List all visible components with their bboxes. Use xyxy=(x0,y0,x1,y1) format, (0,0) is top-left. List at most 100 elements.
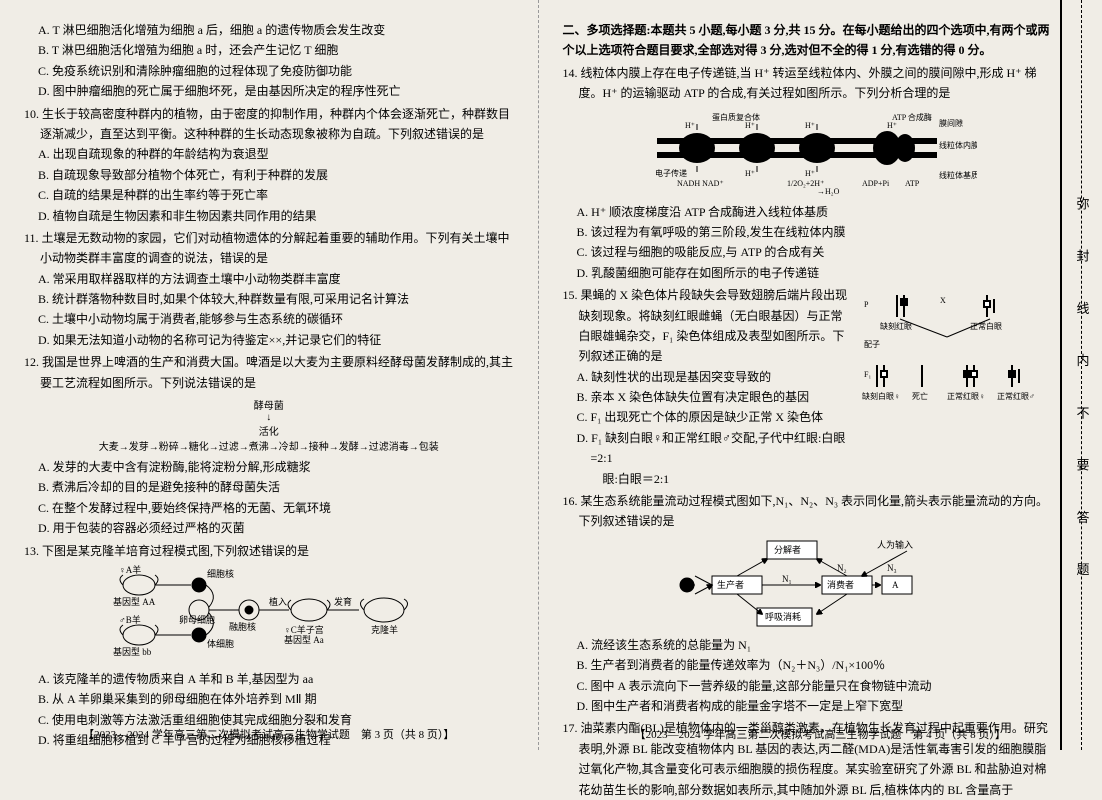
q13-diagram: ♀A羊 基因型 AA ♂B羊 基因型 bb 细胞核 卵母细胞 体细胞 融胞核 植… xyxy=(24,565,514,665)
q14-opt-b: B. 该过程为有氧呼吸的第三阶段,发生在线粒体内膜 xyxy=(563,222,1053,242)
q10-opt-d: D. 植物自疏是生物因素和非生物因素共同作用的结果 xyxy=(24,206,514,226)
q9-opt-d: D. 图中肿瘤细胞的死亡属于细胞坏死，是由基因所决定的程序性死亡 xyxy=(24,81,514,101)
svg-text:N₂: N₂ xyxy=(837,563,847,573)
svg-text:消费者: 消费者 xyxy=(827,579,854,590)
q15-opt-a: A. 缺刻性状的出现是基因突变导致的 xyxy=(563,367,855,387)
svg-text:缺刻白眼♀: 缺刻白眼♀ xyxy=(862,391,900,401)
q14-opt-c: C. 该过程与细胞的吸能反应,与 ATP 的合成有关 xyxy=(563,242,1053,262)
svg-text:H⁺: H⁺ xyxy=(745,169,755,178)
svg-text:P: P xyxy=(864,300,869,309)
svg-text:缺刻红眼: 缺刻红眼 xyxy=(880,321,912,331)
svg-text:生产者: 生产者 xyxy=(717,579,744,590)
q11-opt-b: B. 统计群落物种数目时,如果个体较大,种群数量有限,可采用记名计算法 xyxy=(24,289,514,309)
svg-text:NADH NAD⁺: NADH NAD⁺ xyxy=(677,179,724,188)
section-2-header: 二、多项选择题:本题共 5 小题,每小题 3 分,共 15 分。在每小题给出的四… xyxy=(563,20,1053,61)
q9-opt-b: B. T 淋巴细胞活化增殖为细胞 a 时，还会产生记忆 T 细胞 xyxy=(24,40,514,60)
q12-flow: 酵母菌 ↓ 活化 大麦→发芽→粉碎→糖化→过滤→煮沸→冷却→接种→发酵→过滤消毒… xyxy=(24,397,514,453)
flow-main: 大麦→发芽→粉碎→糖化→过滤→煮沸→冷却→接种→发酵→过滤消毒→包装 xyxy=(24,438,514,453)
svg-text:克隆羊: 克隆羊 xyxy=(371,624,398,635)
q13-opt-a: A. 该克隆羊的遗传物质来自 A 羊和 B 羊,基因型为 aa xyxy=(24,669,514,689)
flow-arrow: ↓ xyxy=(24,412,514,423)
svg-text:正常白眼: 正常白眼 xyxy=(970,321,1002,331)
svg-text:ADP+Pi: ADP+Pi xyxy=(862,179,890,188)
left-page: A. T 淋巴细胞活化增殖为细胞 a 后，细胞 a 的遗传物质会发生改变 B. … xyxy=(0,0,539,750)
q12-opt-a: A. 发芽的大麦中含有淀粉酶,能将淀粉分解,形成糖浆 xyxy=(24,457,514,477)
right-page: 二、多项选择题:本题共 5 小题,每小题 3 分,共 15 分。在每小题给出的四… xyxy=(539,0,1102,750)
svg-text:基因型 Aa: 基因型 Aa xyxy=(284,634,324,645)
svg-text:细胞核: 细胞核 xyxy=(207,568,234,579)
svg-text:→H₂O: →H₂O xyxy=(817,187,840,196)
q13-stem: 13. 下图是某克隆羊培育过程模式图,下列叙述错误的是 xyxy=(24,541,514,561)
q11-opt-c: C. 土壤中小动物均属于消费者,能够参与生态系统的碳循环 xyxy=(24,309,514,329)
q12-stem: 12. 我国是世界上啤酒的生产和消费大国。啤酒是以大麦为主要原料经酵母菌发酵制成… xyxy=(24,352,514,393)
q15-opt-c: C. F₁ 出现死亡个体的原因是缺少正常 X 染色体 xyxy=(563,407,855,427)
svg-text:H⁺: H⁺ xyxy=(745,121,755,130)
svg-text:♂B羊: ♂B羊 xyxy=(119,614,141,625)
seal-line-text: 弥 封 线 内 不 要 答 题 xyxy=(1060,0,1102,750)
svg-text:分解者: 分解者 xyxy=(774,544,801,555)
svg-text:X: X xyxy=(940,296,946,305)
svg-text:人为输入: 人为输入 xyxy=(877,539,913,550)
svg-text:植入: 植入 xyxy=(269,596,287,607)
svg-text:呼吸消耗: 呼吸消耗 xyxy=(765,611,801,622)
svg-text:正常红眼♀: 正常红眼♀ xyxy=(947,391,985,401)
svg-text:ATP 合成酶: ATP 合成酶 xyxy=(892,112,932,122)
q16-opt-a: A. 流经该生态系统的总能量为 N₁ xyxy=(563,635,1053,655)
svg-text:死亡: 死亡 xyxy=(912,391,928,401)
svg-text:F₁: F₁ xyxy=(864,370,871,379)
q15-opt-b: B. 亲本 X 染色体缺失位置有决定眼色的基因 xyxy=(563,387,855,407)
q14-diagram: 蛋白质复合体 H⁺H⁺H⁺H⁺ 电子传递 NADH NAD⁺ H⁺H⁺ 1/2O… xyxy=(563,108,1053,198)
svg-text:H⁺: H⁺ xyxy=(805,121,815,130)
q10-opt-c: C. 自疏的结果是种群的出生率约等于死亡率 xyxy=(24,185,514,205)
q11-stem: 11. 土壤是无数动物的家园，它们对动植物遗体的分解起着重要的辅助作用。下列有关… xyxy=(24,228,514,269)
q14-stem: 14. 线粒体内膜上存在电子传递链,当 H⁺ 转运至线粒体内、外膜之间的膜间隙中… xyxy=(563,63,1053,104)
svg-text:卵母细胞: 卵母细胞 xyxy=(179,614,215,625)
svg-text:配子: 配子 xyxy=(864,340,880,349)
flow-label: 活化 xyxy=(24,423,514,438)
q16-opt-b: B. 生产者到消费者的能量传递效率为（N₂＋N₃）/N₁×100％ xyxy=(563,655,1053,675)
q12-opt-c: C. 在整个发酵过程中,要始终保持严格的无菌、无氧环境 xyxy=(24,498,514,518)
svg-text:融胞核: 融胞核 xyxy=(229,621,256,632)
svg-text:A: A xyxy=(892,580,899,590)
svg-text:电子传递: 电子传递 xyxy=(655,168,687,178)
q11-opt-a: A. 常采用取样器取样的方法调查土壤中小动物类群丰富度 xyxy=(24,269,514,289)
q14-opt-a: A. H⁺ 顺浓度梯度沿 ATP 合成酶进入线粒体基质 xyxy=(563,202,1053,222)
q16-diagram: 分解者 人为输入 生产者 消费者 呼吸消耗 A N₁ N₂ N₃ xyxy=(563,536,1053,631)
q15-opt-d: D. F₁ 缺刻白眼♀和正常红眼♂交配,子代中红眼:白眼=2:1 xyxy=(563,428,855,469)
right-footer: 【2023—2024 学年高三第二次模拟考试高三生物学试题 第 4 页（共 8 … xyxy=(539,726,1102,742)
q16-opt-d: D. 图中生产者和消费者构成的能量金字塔不一定是上窄下宽型 xyxy=(563,696,1053,716)
flow-label: 酵母菌 xyxy=(24,397,514,412)
svg-text:体细胞: 体细胞 xyxy=(207,638,234,649)
q9-opt-c: C. 免疫系统识别和清除肿瘤细胞的过程体现了免疫防御功能 xyxy=(24,61,514,81)
svg-text:♀C羊子宫: ♀C羊子宫 xyxy=(284,624,324,635)
svg-text:基因型 AA: 基因型 AA xyxy=(113,596,156,607)
svg-text:ATP: ATP xyxy=(905,179,920,188)
svg-text:♀A羊: ♀A羊 xyxy=(119,565,141,575)
q15-diagram: P 缺刻红眼 正常白眼 X 配子 F₁ 缺刻白眼♀ 死亡 正常红眼♀ 正常红眼♂ xyxy=(862,287,1052,417)
svg-text:N₃: N₃ xyxy=(887,563,897,573)
q10-opt-b: B. 自疏现象导致部分植物个体死亡，有利于种群的发展 xyxy=(24,165,514,185)
left-footer: 【2023—2024 学年高三第二次模拟考试高三生物学试题 第 3 页（共 8 … xyxy=(0,726,538,742)
svg-text:H⁺: H⁺ xyxy=(887,121,897,130)
q15-stem: 15. 果蝇的 X 染色体片段缺失会导致翅膀后端片段出现缺刻现象。将缺刻红眼雌蝇… xyxy=(563,285,855,367)
svg-text:正常红眼♂: 正常红眼♂ xyxy=(997,391,1035,401)
q14-opt-d: D. 乳酸菌细胞可能存在如图所示的电子传递链 xyxy=(563,263,1053,283)
svg-text:发育: 发育 xyxy=(334,596,352,607)
q9-opt-a: A. T 淋巴细胞活化增殖为细胞 a 后，细胞 a 的遗传物质会发生改变 xyxy=(24,20,514,40)
q12-opt-b: B. 煮沸后冷却的目的是避免接种的酵母菌失活 xyxy=(24,477,514,497)
q12-opt-d: D. 用于包装的容器必须经过严格的灭菌 xyxy=(24,518,514,538)
q16-opt-c: C. 图中 A 表示流向下一营养级的能量,这部分能量只在食物链中流动 xyxy=(563,676,1053,696)
svg-text:H⁺: H⁺ xyxy=(685,121,695,130)
svg-text:N₁: N₁ xyxy=(782,574,792,584)
q11-opt-d: D. 如果无法知道小动物的名称可记为待鉴定××,并记录它们的特征 xyxy=(24,330,514,350)
svg-text:膜间隙: 膜间隙 xyxy=(939,118,963,128)
q13-opt-b: B. 从 A 羊卵巢采集到的卵母细胞在体外培养到 MⅡ 期 xyxy=(24,689,514,709)
svg-text:线粒体基质: 线粒体基质 xyxy=(939,170,977,180)
q16-stem: 16. 某生态系统能量流动过程模式图如下,N₁、N₂、N₃ 表示同化量,箭头表示… xyxy=(563,491,1053,532)
svg-text:基因型 bb: 基因型 bb xyxy=(113,646,152,657)
q10-stem: 10. 生长于较高密度种群内的植物，由于密度的抑制作用，种群内个体会逐渐死亡，种… xyxy=(24,104,514,145)
svg-text:线粒体内膜: 线粒体内膜 xyxy=(939,140,977,150)
svg-text:H⁺: H⁺ xyxy=(805,169,815,178)
q10-opt-a: A. 出现自疏现象的种群的年龄结构为衰退型 xyxy=(24,144,514,164)
q15-ratio: 眼:白眼＝2:1 xyxy=(563,469,855,489)
